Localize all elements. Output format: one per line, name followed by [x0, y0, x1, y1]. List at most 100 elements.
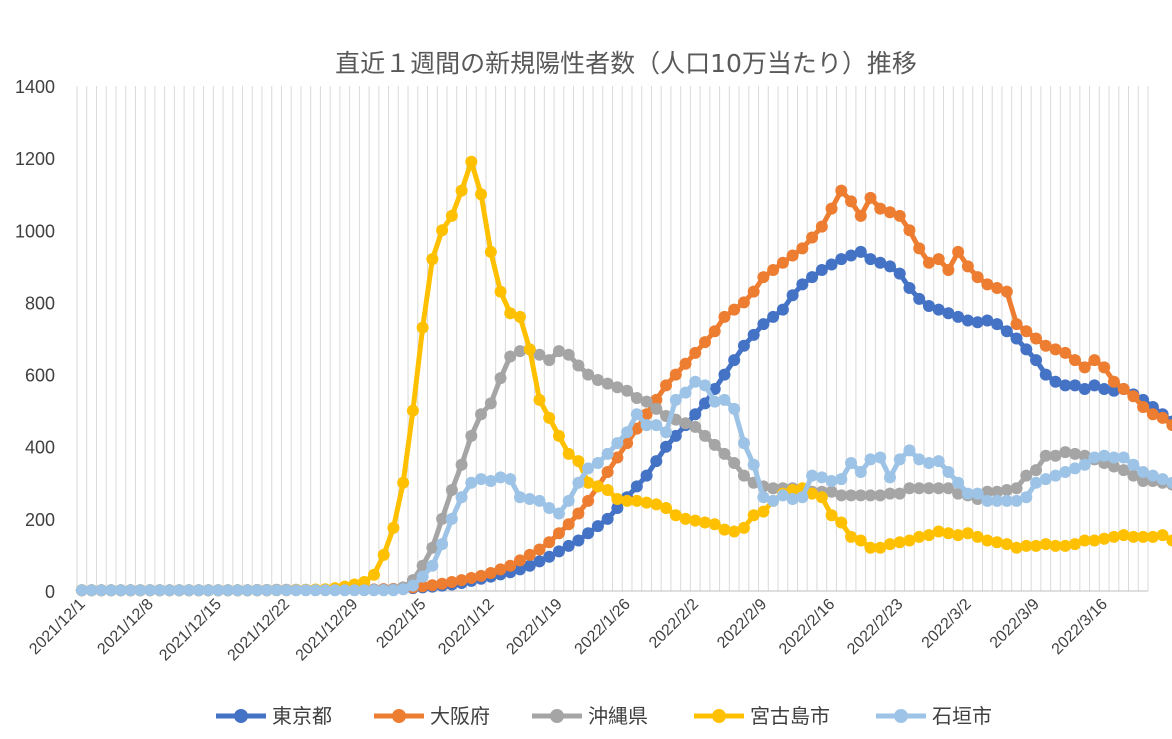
data-point — [1088, 451, 1101, 464]
data-point — [942, 263, 955, 276]
data-point — [1098, 532, 1111, 545]
data-point — [465, 572, 478, 585]
data-point — [582, 527, 595, 540]
x-tick-label: 2022/3/2 — [919, 596, 975, 652]
data-point — [543, 354, 556, 367]
data-point — [942, 482, 955, 495]
data-point — [562, 494, 575, 507]
data-point — [504, 350, 517, 363]
data-point — [591, 520, 604, 533]
data-point — [533, 348, 546, 361]
data-point — [1010, 332, 1023, 345]
data-point — [660, 379, 673, 392]
data-point — [611, 437, 624, 450]
data-point — [455, 184, 468, 197]
data-point — [1000, 285, 1013, 298]
data-point — [445, 575, 458, 588]
data-point — [1098, 383, 1111, 395]
x-tick-label: 2022/2/2 — [646, 596, 702, 652]
data-point — [825, 474, 838, 487]
legend-swatch-marker — [894, 709, 908, 723]
data-point — [835, 516, 848, 529]
data-point — [786, 289, 799, 302]
data-point — [523, 493, 536, 506]
data-point — [426, 253, 439, 266]
data-point — [1010, 541, 1023, 554]
data-point — [436, 224, 449, 237]
legend-label: 宮古島市 — [750, 704, 830, 728]
data-point — [543, 411, 556, 424]
data-point — [367, 568, 380, 581]
data-point — [796, 278, 809, 291]
data-point — [815, 263, 828, 276]
data-point — [1107, 375, 1120, 388]
data-point — [582, 462, 595, 475]
data-point — [1166, 534, 1172, 547]
data-point — [1127, 458, 1140, 471]
data-point — [1166, 476, 1172, 489]
x-tick-label: 2022/2/16 — [776, 596, 838, 658]
data-point — [533, 543, 546, 556]
data-point — [698, 516, 711, 529]
data-point — [806, 271, 819, 284]
data-point — [445, 209, 458, 222]
data-point — [630, 494, 643, 507]
data-point — [718, 310, 731, 323]
data-point — [1127, 390, 1140, 403]
x-tick-label: 2021/12/1 — [26, 596, 88, 658]
data-point — [767, 494, 780, 507]
data-point — [786, 493, 799, 506]
data-point — [893, 453, 906, 466]
data-point — [796, 242, 809, 255]
data-point — [776, 303, 789, 316]
data-point — [737, 437, 750, 450]
data-point — [514, 345, 527, 358]
data-point — [660, 502, 673, 515]
x-tick-label: 2021/12/22 — [225, 596, 294, 665]
data-point — [874, 451, 887, 464]
data-point — [718, 523, 731, 536]
data-point — [621, 426, 634, 439]
data-point — [952, 529, 965, 542]
data-point — [854, 534, 867, 547]
x-tick-label: 2022/3/16 — [1049, 596, 1111, 658]
data-point — [1117, 529, 1130, 542]
y-tick-label: 800 — [25, 293, 55, 313]
data-point — [650, 402, 663, 415]
data-point — [698, 429, 711, 442]
legend: 東京都 大阪府 沖縄県 宮古島市 石垣市 — [216, 704, 992, 728]
data-point — [1078, 458, 1091, 471]
series-2 — [75, 343, 1172, 597]
data-point — [406, 579, 419, 592]
data-point — [698, 397, 711, 410]
data-point — [611, 493, 624, 506]
data-point — [806, 469, 819, 482]
data-point — [494, 372, 507, 385]
data-point — [815, 491, 828, 504]
data-point — [698, 336, 711, 349]
data-point — [854, 245, 867, 258]
data-point — [640, 395, 653, 408]
data-point — [1010, 482, 1023, 495]
data-point — [1137, 401, 1150, 414]
y-axis: 0 200 400 600 800 1000 1200 1400 — [15, 77, 1148, 602]
data-point — [737, 521, 750, 534]
data-point — [455, 491, 468, 504]
y-tick-label: 1400 — [15, 77, 55, 97]
data-point — [582, 368, 595, 381]
legend-label: 大阪府 — [430, 704, 490, 728]
y-tick-label: 600 — [25, 366, 55, 386]
data-point — [562, 447, 575, 460]
data-point — [815, 220, 828, 233]
data-point — [484, 245, 497, 258]
data-point — [1059, 539, 1072, 552]
series-3 — [75, 155, 1172, 597]
data-point — [747, 328, 760, 341]
legend-swatch-marker — [712, 709, 726, 723]
data-point — [679, 386, 692, 399]
data-point — [932, 525, 945, 538]
data-point — [874, 489, 887, 502]
data-point — [1146, 530, 1159, 543]
data-point — [1059, 446, 1072, 459]
